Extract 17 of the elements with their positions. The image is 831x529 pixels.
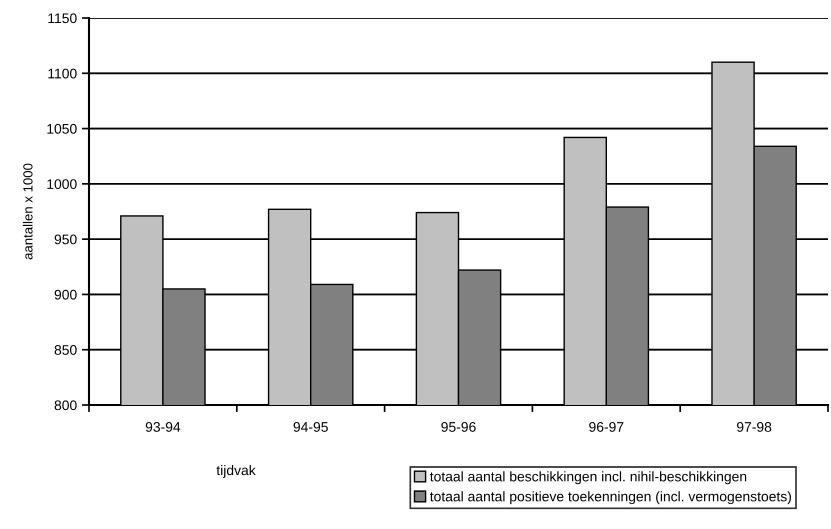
y-tick-label: 850	[54, 345, 77, 355]
legend-label: totaal aantal positieve toekenningen (incl. vermogenstoets)	[430, 491, 791, 504]
y-tick-label: 950	[54, 234, 77, 244]
x-tick-label: 97-98	[736, 422, 772, 432]
x-tick-label: 94-95	[294, 422, 328, 432]
x-tick-label: 95-96	[441, 422, 476, 432]
y-axis-title: aantallen x 1000	[22, 164, 33, 260]
y-tick-label: 800	[54, 400, 77, 410]
y-tick-label: 1050	[47, 124, 77, 134]
legend-label: totaal aantal beschikkingen incl. nihil-beschikkingen	[430, 471, 746, 484]
x-tick-label: 96-97	[589, 422, 624, 432]
y-tick-label: 900	[54, 290, 77, 300]
x-axis-title: tijdvak	[216, 464, 256, 478]
y-tick-label: 1100	[48, 68, 77, 78]
y-tick-label: 1150	[48, 13, 77, 24]
y-tick-label: 1000	[47, 179, 77, 190]
x-tick-label: 93-94	[146, 422, 180, 432]
